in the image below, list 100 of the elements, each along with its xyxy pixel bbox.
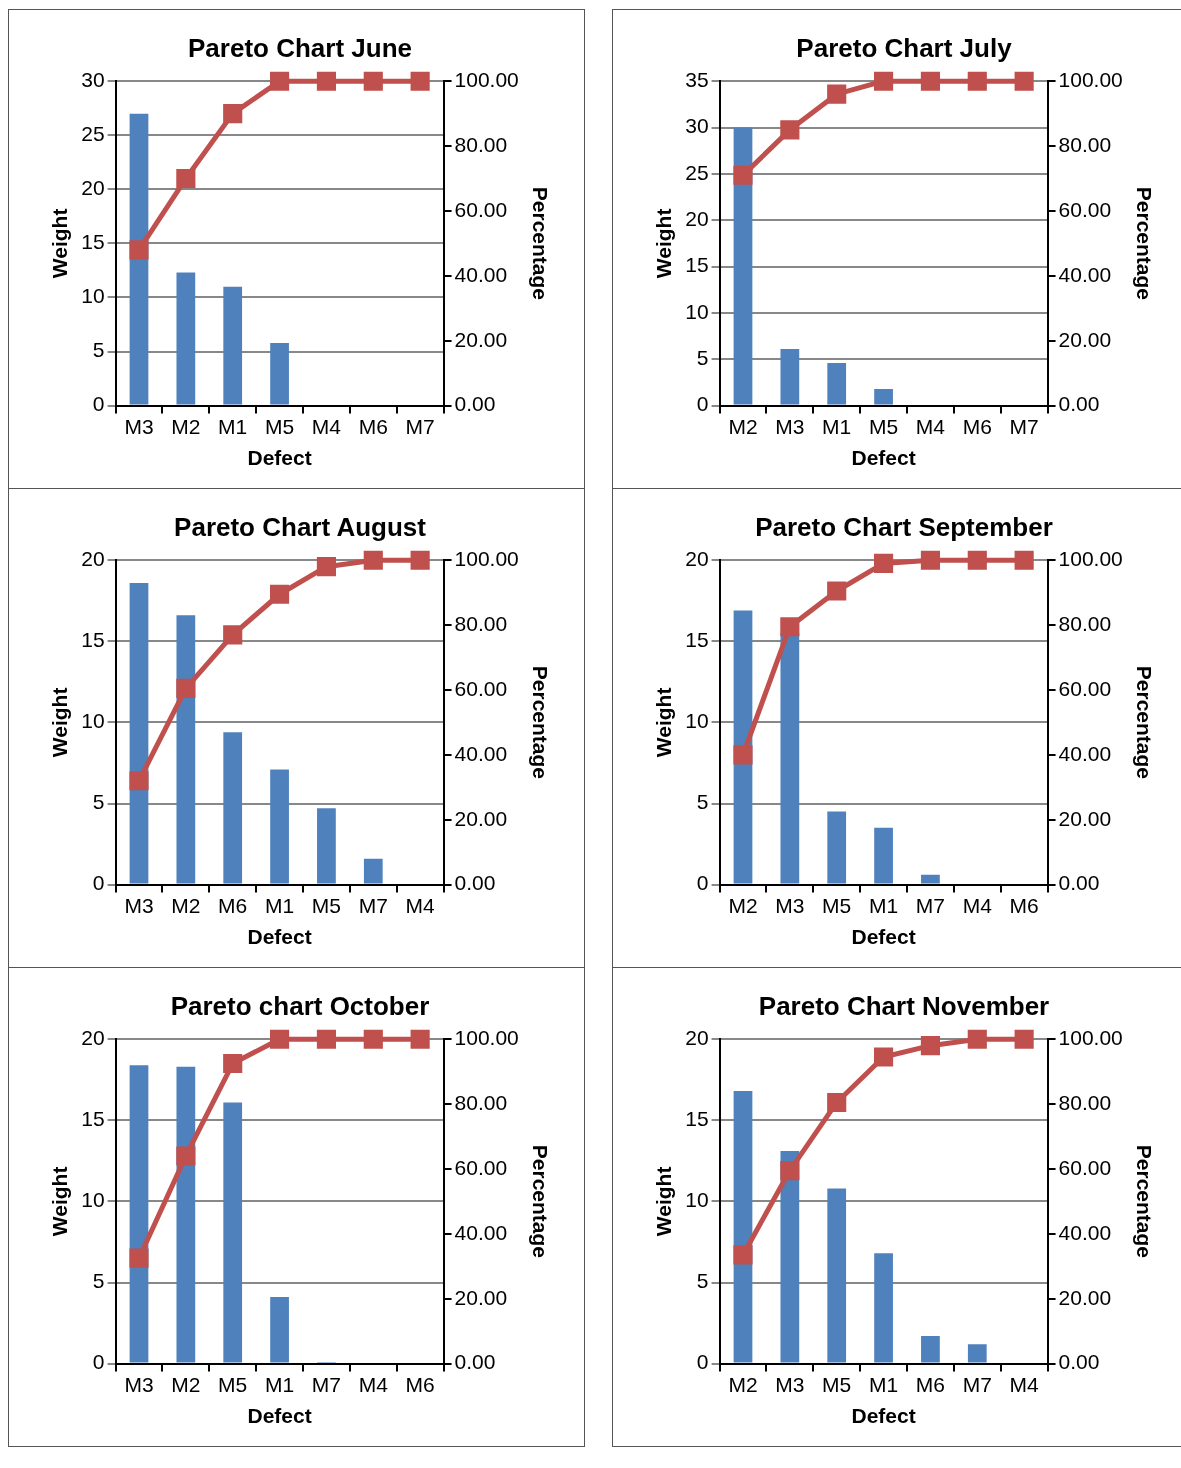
bar: [129, 113, 149, 405]
y2-tick-label: 20.00: [454, 1285, 508, 1309]
point: [1014, 550, 1034, 570]
point: [967, 550, 987, 570]
y2-axis-title: Percentage: [1132, 1144, 1156, 1259]
x-tick-label: M5: [218, 1373, 248, 1396]
y-tick-label: 25: [81, 122, 105, 146]
point: [920, 1036, 940, 1056]
bar: [780, 349, 800, 405]
bar: [874, 827, 893, 884]
y2-tick-label: 40.00: [1058, 262, 1112, 286]
point: [176, 1146, 196, 1166]
y-tick-label: 30: [81, 68, 105, 91]
y2-tick-label: 80.00: [1058, 611, 1112, 635]
point: [827, 1092, 847, 1113]
x-tick-label: M2: [171, 1373, 201, 1396]
point: [223, 1053, 243, 1074]
y-tick-label: 20: [685, 207, 709, 231]
y2-tick-label: 60.00: [1058, 1155, 1112, 1179]
y2-tick-label: 0.00: [454, 871, 496, 895]
point: [129, 1248, 149, 1268]
y2-tick-label: 60.00: [454, 676, 508, 700]
x-tick-label: M6: [405, 1373, 435, 1396]
y-tick-label: 15: [685, 1107, 709, 1131]
bar: [223, 732, 243, 884]
y-axis-title: Weight: [48, 687, 72, 758]
bar: [967, 1344, 987, 1363]
bar: [827, 1188, 847, 1363]
x-tick-label: M7: [358, 894, 388, 917]
y-tick-label: 30: [685, 114, 709, 138]
x-tick-label: M2: [171, 415, 201, 438]
point: [410, 1029, 430, 1049]
point: [873, 553, 894, 574]
point: [316, 557, 336, 577]
bar: [363, 858, 383, 884]
y-tick-label: 15: [685, 253, 709, 277]
y-axis-title: Weight: [652, 687, 676, 758]
x-tick-label: M2: [728, 1373, 758, 1396]
bar: [733, 127, 753, 405]
bar: [921, 1336, 940, 1363]
x-tick-label: M7: [962, 1373, 992, 1396]
y2-tick-label: 100.00: [454, 68, 519, 91]
x-tick-label: M1: [264, 894, 295, 917]
y2-tick-label: 20.00: [1058, 327, 1112, 351]
y2-tick-label: 80.00: [454, 611, 508, 635]
x-tick-label: M5: [822, 894, 852, 917]
x-tick-label: M5: [264, 415, 295, 438]
y-tick-label: 20: [81, 176, 105, 200]
y2-tick-label: 80.00: [454, 1090, 508, 1114]
y2-tick-label: 40.00: [454, 262, 508, 286]
y-tick-label: 35: [685, 68, 709, 91]
x-tick-label: M4: [962, 894, 993, 917]
point: [733, 745, 753, 765]
y-tick-label: 20: [81, 547, 105, 570]
y-tick-label: 0: [696, 871, 709, 895]
x-tick-label: M4: [405, 894, 436, 917]
y-axis-title: Weight: [652, 1166, 676, 1237]
bar: [874, 1253, 893, 1363]
y-tick-label: 0: [696, 1350, 709, 1374]
chart-title: Pareto Chart July: [796, 32, 1013, 63]
x-tick-label: M3: [124, 1373, 154, 1396]
x-tick-label: M2: [728, 894, 758, 917]
y2-tick-label: 40.00: [454, 1220, 508, 1244]
chart-title: Pareto Chart June: [188, 32, 412, 63]
y-tick-label: 10: [81, 1188, 105, 1212]
y2-axis-title: Percentage: [528, 186, 552, 301]
y-tick-label: 10: [81, 709, 105, 733]
point: [176, 168, 196, 189]
y-axis-title: Weight: [48, 208, 72, 279]
y2-tick-label: 100.00: [1058, 1026, 1123, 1049]
bar: [270, 1297, 289, 1363]
bar: [270, 342, 289, 405]
y-tick-label: 15: [81, 628, 105, 652]
x-tick-label: M2: [728, 415, 758, 438]
x-tick-label: M5: [822, 1373, 852, 1396]
x-tick-label: M5: [868, 415, 899, 438]
y-tick-label: 20: [81, 1026, 105, 1049]
y-tick-label: 5: [696, 1269, 709, 1293]
y2-tick-label: 100.00: [454, 547, 519, 570]
y-tick-label: 15: [81, 230, 105, 254]
bar: [176, 615, 196, 884]
x-axis-title: Defect: [247, 925, 312, 949]
x-tick-label: M1: [868, 1373, 899, 1396]
bar: [733, 610, 753, 884]
y-tick-label: 5: [92, 790, 105, 814]
bar: [129, 1065, 149, 1363]
y-tick-label: 10: [685, 709, 709, 733]
point: [967, 71, 987, 91]
y2-tick-label: 100.00: [1058, 68, 1123, 91]
x-tick-label: M6: [358, 415, 388, 438]
point: [269, 1029, 290, 1049]
y-tick-label: 0: [92, 871, 105, 895]
bar: [270, 769, 289, 884]
bar: [176, 1066, 196, 1363]
x-tick-label: M3: [775, 894, 805, 917]
point: [363, 71, 383, 91]
point: [363, 550, 383, 570]
bar: [129, 582, 149, 884]
point: [410, 71, 430, 91]
x-tick-label: M7: [1009, 415, 1039, 438]
